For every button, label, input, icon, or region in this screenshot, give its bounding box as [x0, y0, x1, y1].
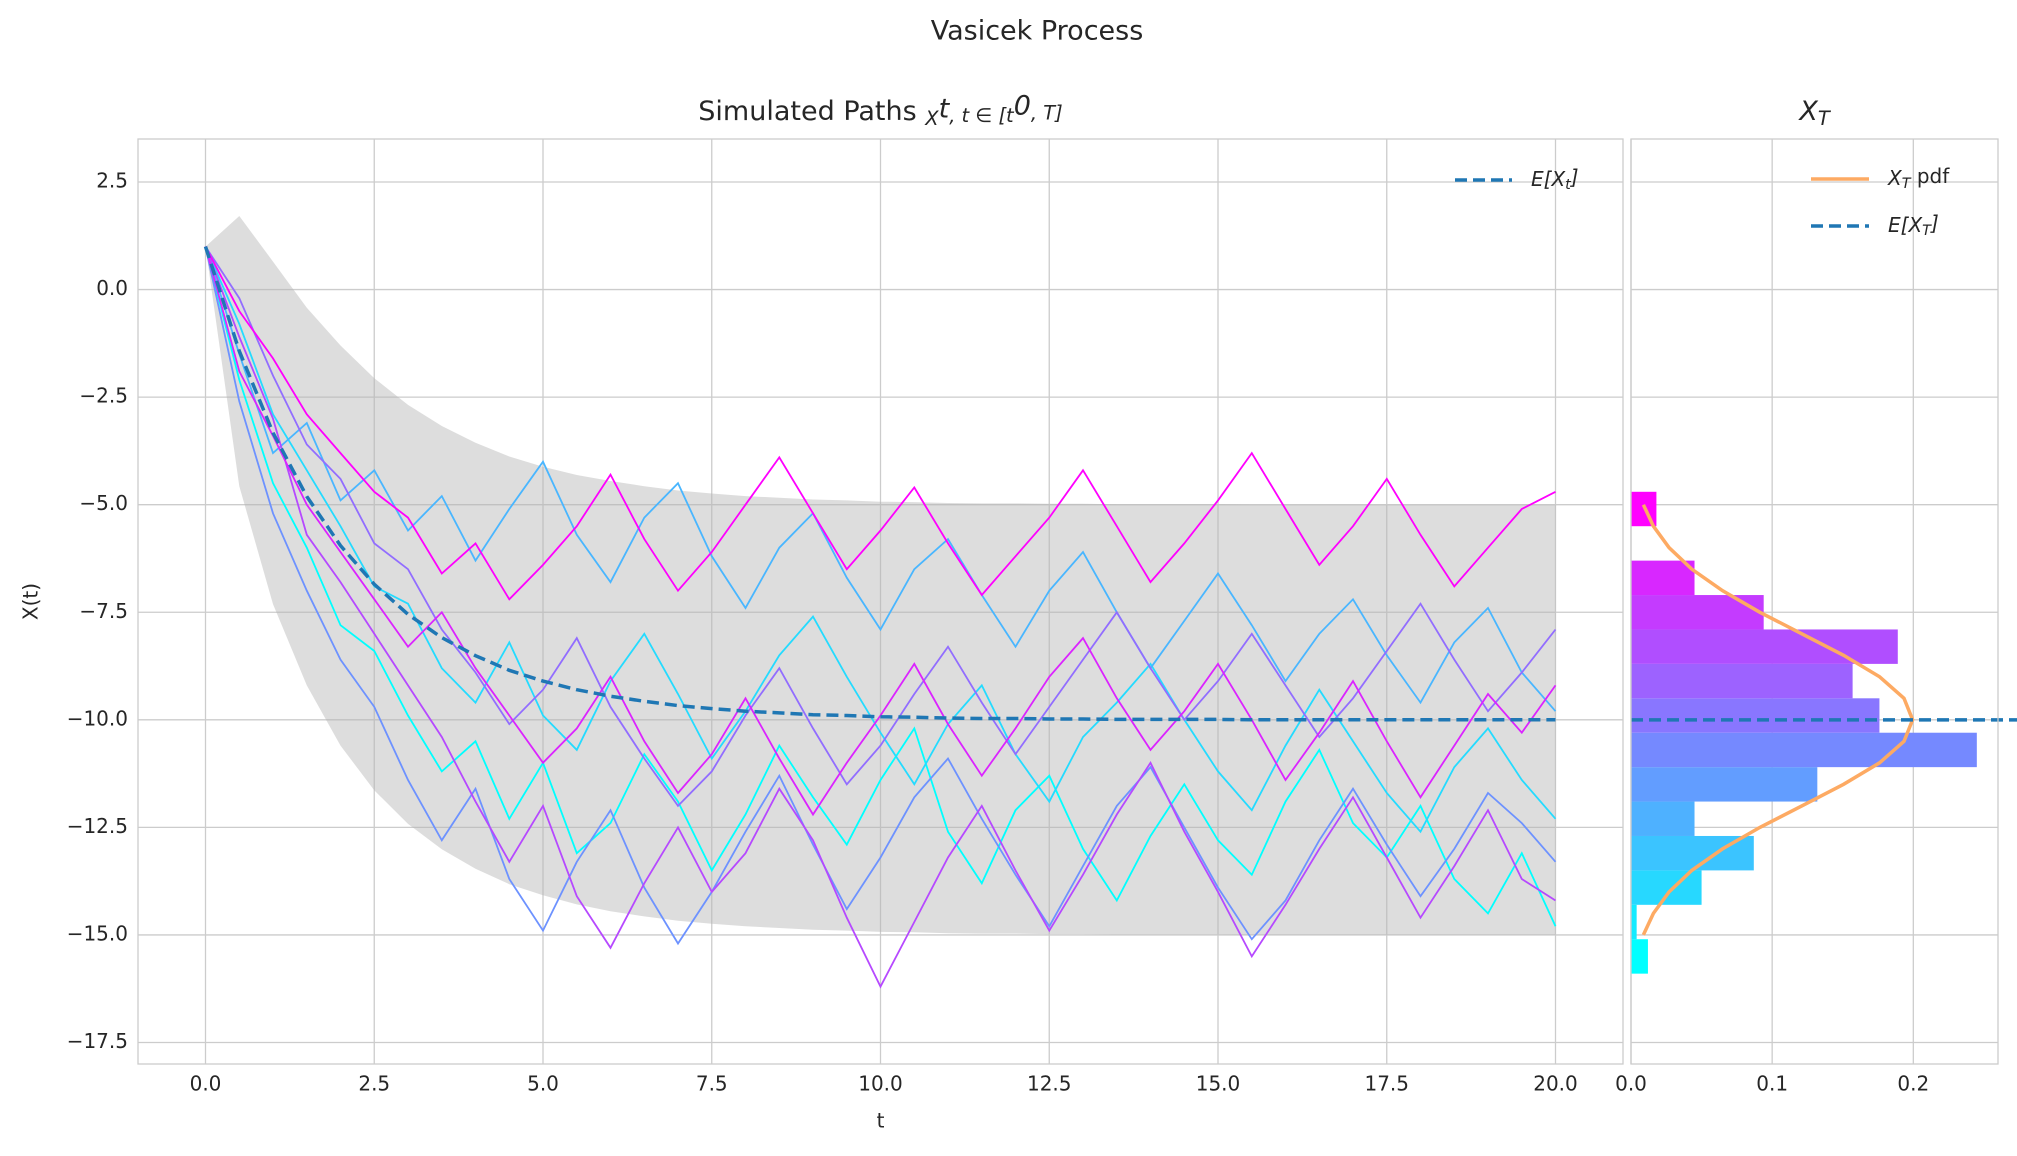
y-tick-label: −17.5 — [67, 1029, 128, 1053]
y-axis-label: X(t) — [19, 583, 43, 620]
x-tick-label: 7.5 — [696, 1072, 728, 1096]
hist-bar — [1631, 732, 1977, 768]
text-part: ] — [1930, 211, 1939, 235]
plot-area — [203, 216, 1557, 989]
x-tick-label: 17.5 — [1364, 1072, 1409, 1096]
x-tick-label: 5.0 — [527, 1072, 559, 1096]
y-tick-label: −15.0 — [67, 921, 128, 945]
hist-bar — [1631, 629, 1898, 664]
text-part: t — [1565, 177, 1572, 193]
text-part: T — [1818, 106, 1832, 129]
y-tick-label: −7.5 — [79, 599, 128, 623]
x-tick-label: 15.0 — [1196, 1072, 1241, 1096]
text-part: X — [924, 106, 939, 129]
x-tick-label: 10.0 — [858, 1072, 903, 1096]
figure-title: Vasicek Process — [931, 16, 1144, 47]
hist-bar — [1631, 939, 1648, 974]
text-part: 0 — [1014, 90, 1031, 121]
x-axis-label: t — [877, 1109, 885, 1133]
text-part: ] — [1570, 165, 1579, 189]
x-tick-label: 2.5 — [358, 1072, 390, 1096]
x-tick-label: 20.0 — [1533, 1072, 1578, 1096]
sample-path — [204, 246, 1557, 834]
hist-bar — [1631, 595, 1764, 630]
sample-path — [204, 246, 1556, 989]
sample-path — [204, 246, 1557, 946]
hist-bar — [1631, 767, 1818, 802]
sample-path — [204, 246, 1557, 808]
y-tick-label: 0.0 — [96, 276, 128, 300]
y-tick-label: −12.5 — [67, 814, 128, 838]
band — [205, 216, 1556, 935]
x-tick-label: 12.5 — [1027, 1072, 1072, 1096]
x-tick-label: 0.0 — [1615, 1072, 1647, 1096]
text-part: E[X — [1531, 167, 1566, 191]
text-part: E[X — [1888, 213, 1923, 237]
hist-bar — [1631, 904, 1637, 940]
text-part: X — [1797, 96, 1818, 127]
y-tick-label: −5.0 — [79, 491, 128, 515]
legend-label: E[Xt] — [1531, 165, 1579, 194]
text-part: Simulated Paths — [698, 96, 925, 127]
y-tick-label: −2.5 — [79, 384, 128, 408]
x-tick-label: 0.0 — [190, 1072, 222, 1096]
legend-label: XT pdf — [1887, 164, 1950, 193]
text-part: T — [1902, 176, 1912, 192]
x-tick-label: 0.1 — [1756, 1072, 1788, 1096]
sample-path — [204, 246, 1557, 927]
mean-line — [203, 246, 1556, 722]
text-part: X — [1887, 166, 1903, 190]
hist-bar — [1631, 663, 1853, 699]
text-part: pdf — [1911, 164, 1951, 188]
hist-bar — [1631, 870, 1702, 905]
axes-title: Simulated Paths Xt, t ∈ [t0, T] — [698, 90, 1062, 129]
hist-bar — [1631, 698, 1880, 733]
legend-label: E[XT] — [1888, 211, 1939, 240]
text-part: T — [1922, 223, 1932, 239]
axes-title: XT — [1797, 96, 1832, 130]
hist-bar — [1631, 801, 1695, 836]
y-tick-label: −10.0 — [67, 706, 128, 730]
x-tick-label: 0.2 — [1897, 1072, 1929, 1096]
axes-frame — [1630, 138, 1999, 1065]
sample-path — [204, 246, 1557, 712]
text-part: , T] — [1031, 101, 1063, 124]
hist-area — [1631, 491, 1977, 974]
sample-path — [204, 246, 1556, 601]
y-tick-label: 2.5 — [96, 169, 128, 193]
text-part: t — [939, 93, 951, 124]
text-part: , t ∈ [t — [949, 104, 1015, 127]
hist-bar — [1631, 560, 1695, 596]
axes-frame — [137, 138, 1624, 1065]
